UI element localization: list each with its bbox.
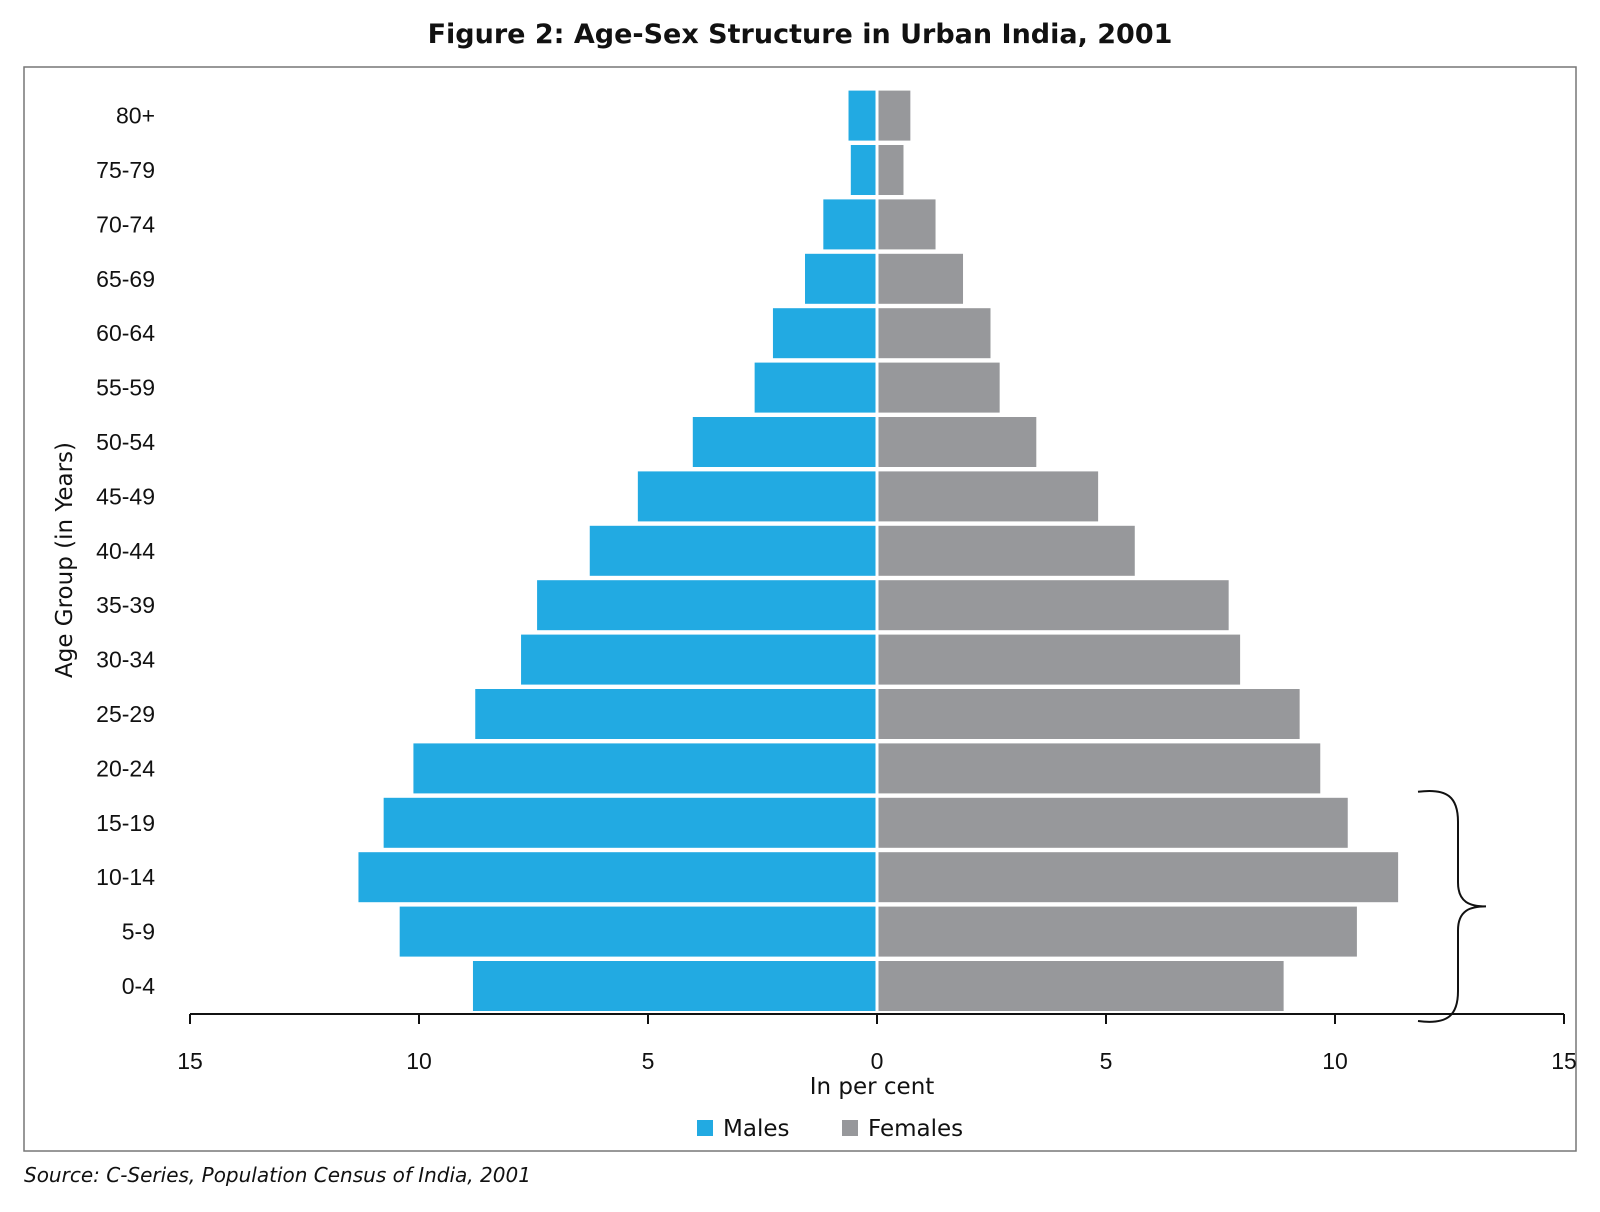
legend-label-males: Males	[723, 1116, 789, 1142]
bar-males-35-39	[537, 580, 876, 631]
bar-males-50-54	[692, 417, 876, 467]
bar-females-0-4	[876, 961, 1284, 1011]
bar-males-75-79	[850, 145, 876, 195]
x-tick-label: 5	[1100, 1048, 1113, 1074]
bar-females-55-59	[876, 362, 1000, 413]
y-tick-label: 70-74	[96, 211, 155, 237]
bar-females-20-24	[876, 743, 1321, 794]
x-tick-label: 0	[871, 1048, 884, 1074]
y-tick-label: 25-29	[96, 701, 155, 727]
bar-females-65-69	[876, 253, 964, 304]
bar-males-55-59	[754, 362, 876, 413]
bar-males-0-4	[472, 961, 876, 1011]
y-tick-label: 40-44	[96, 538, 155, 564]
bar-females-5-9	[876, 906, 1357, 957]
bar-males-15-19	[383, 797, 876, 848]
bar-females-45-49	[876, 471, 1099, 522]
bar-males-65-69	[805, 253, 876, 304]
source-note: Source: C-Series, Population Census of I…	[24, 1163, 531, 1187]
bracket-annotation	[1417, 789, 1487, 1023]
bar-males-70-74	[823, 199, 876, 250]
y-tick-label: 20-24	[96, 755, 155, 781]
y-tick-label: 65-69	[96, 266, 155, 292]
y-tick-label: 5-9	[122, 919, 155, 945]
y-tick-label: 55-59	[96, 375, 155, 401]
bar-females-50-54	[876, 417, 1037, 467]
x-tick-label: 10	[1322, 1048, 1348, 1074]
chart-frame	[23, 66, 1577, 1152]
bar-females-15-19	[876, 797, 1348, 848]
bar-females-30-34	[876, 634, 1241, 685]
chart-title: Figure 2: Age-Sex Structure in Urban Ind…	[428, 19, 1173, 50]
x-tick-label: 10	[406, 1048, 432, 1074]
bar-females-40-44	[876, 525, 1135, 576]
y-tick-label: 15-19	[96, 810, 155, 836]
y-tick-label: 35-39	[96, 592, 155, 618]
y-tick-label: 80+	[116, 103, 155, 129]
bar-males-10-14	[358, 852, 877, 903]
legend: Males Females	[697, 1116, 963, 1142]
bar-males-5-9	[399, 906, 876, 957]
y-tick-label: 10-14	[96, 864, 155, 890]
bar-females-75-79	[876, 145, 904, 195]
y-tick-label: 30-34	[96, 647, 155, 673]
bar-males-80+	[848, 90, 876, 141]
y-axis-label: Age Group (in Years)	[52, 442, 78, 678]
bar-females-60-64	[876, 308, 991, 359]
bar-females-80+	[876, 90, 911, 141]
bar-males-20-24	[413, 743, 876, 794]
legend-label-females: Females	[868, 1116, 963, 1142]
bar-males-40-44	[589, 525, 876, 576]
bar-males-45-49	[637, 471, 876, 522]
bar-males-60-64	[772, 308, 876, 359]
bar-females-70-74	[876, 199, 936, 250]
bar-females-25-29	[876, 689, 1300, 739]
y-tick-label: 75-79	[96, 157, 155, 183]
bar-males-30-34	[521, 634, 876, 685]
bar-males-25-29	[475, 689, 876, 739]
bar-females-10-14	[876, 852, 1399, 903]
x-tick-label: 15	[1551, 1048, 1577, 1074]
y-tick-label: 0-4	[122, 973, 155, 999]
legend-swatch-females	[842, 1120, 858, 1136]
x-tick-label: 5	[642, 1048, 655, 1074]
x-tick-label: 15	[177, 1048, 203, 1074]
y-tick-label: 50-54	[96, 429, 155, 455]
y-tick-label: 60-64	[96, 320, 155, 346]
x-axis-label: In per cent	[810, 1074, 935, 1100]
y-tick-label: 45-49	[96, 483, 155, 509]
bar-females-35-39	[876, 580, 1229, 631]
legend-swatch-males	[697, 1120, 713, 1136]
